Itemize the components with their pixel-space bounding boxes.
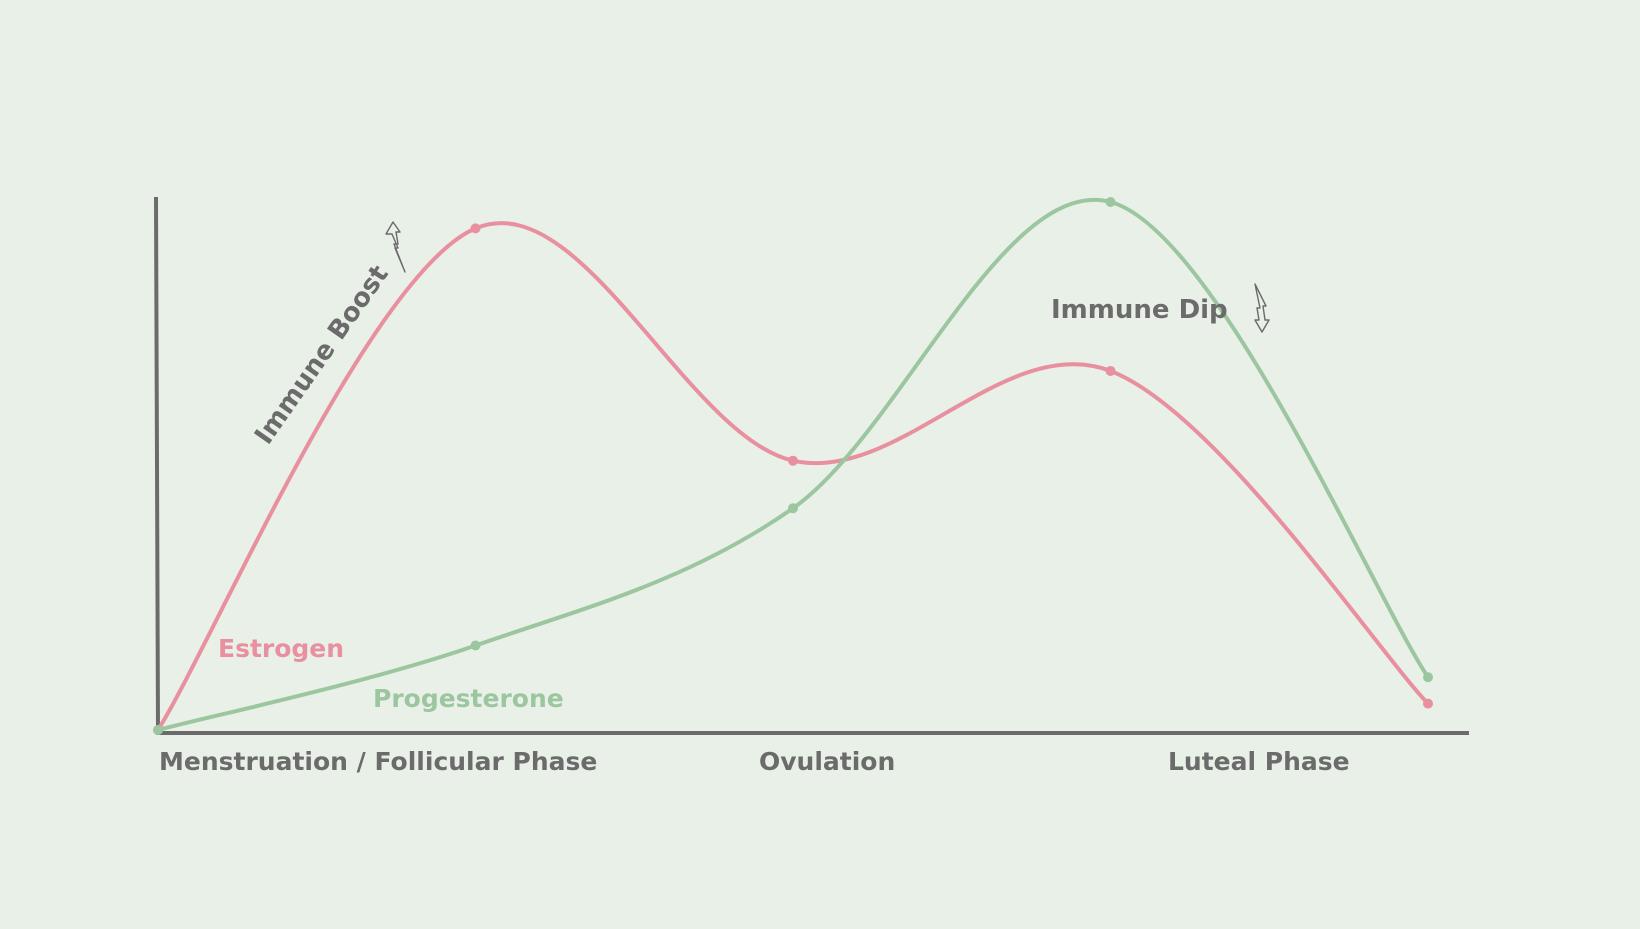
data-point-progesterone-0 xyxy=(153,725,163,735)
lightning-down-icon xyxy=(1254,283,1270,333)
data-point-progesterone-1 xyxy=(470,640,481,651)
point-layer xyxy=(153,197,1433,735)
series-line-progesterone xyxy=(156,197,1430,732)
series-line-estrogen xyxy=(156,221,1430,732)
x-tick-label-ovulation: Ovulation xyxy=(759,747,895,776)
data-point-estrogen-3 xyxy=(1105,365,1116,376)
data-point-progesterone-3 xyxy=(1105,197,1116,207)
data-point-estrogen-2 xyxy=(788,455,798,466)
data-point-progesterone-4 xyxy=(1423,672,1433,683)
series-label-estrogen: Estrogen xyxy=(218,634,344,663)
data-point-estrogen-4 xyxy=(1423,698,1433,709)
series-layer xyxy=(156,197,1430,732)
series-label-progesterone: Progesterone xyxy=(373,684,564,713)
lightning-up-icon xyxy=(385,221,406,273)
x-tick-label-follicular: Menstruation / Follicular Phase xyxy=(159,747,597,776)
data-point-progesterone-2 xyxy=(788,503,798,514)
annotation-immune-dip: Immune Dip xyxy=(1051,295,1228,325)
x-tick-label-luteal: Luteal Phase xyxy=(1168,747,1350,776)
data-point-estrogen-1 xyxy=(470,223,481,234)
y-axis xyxy=(154,196,160,734)
